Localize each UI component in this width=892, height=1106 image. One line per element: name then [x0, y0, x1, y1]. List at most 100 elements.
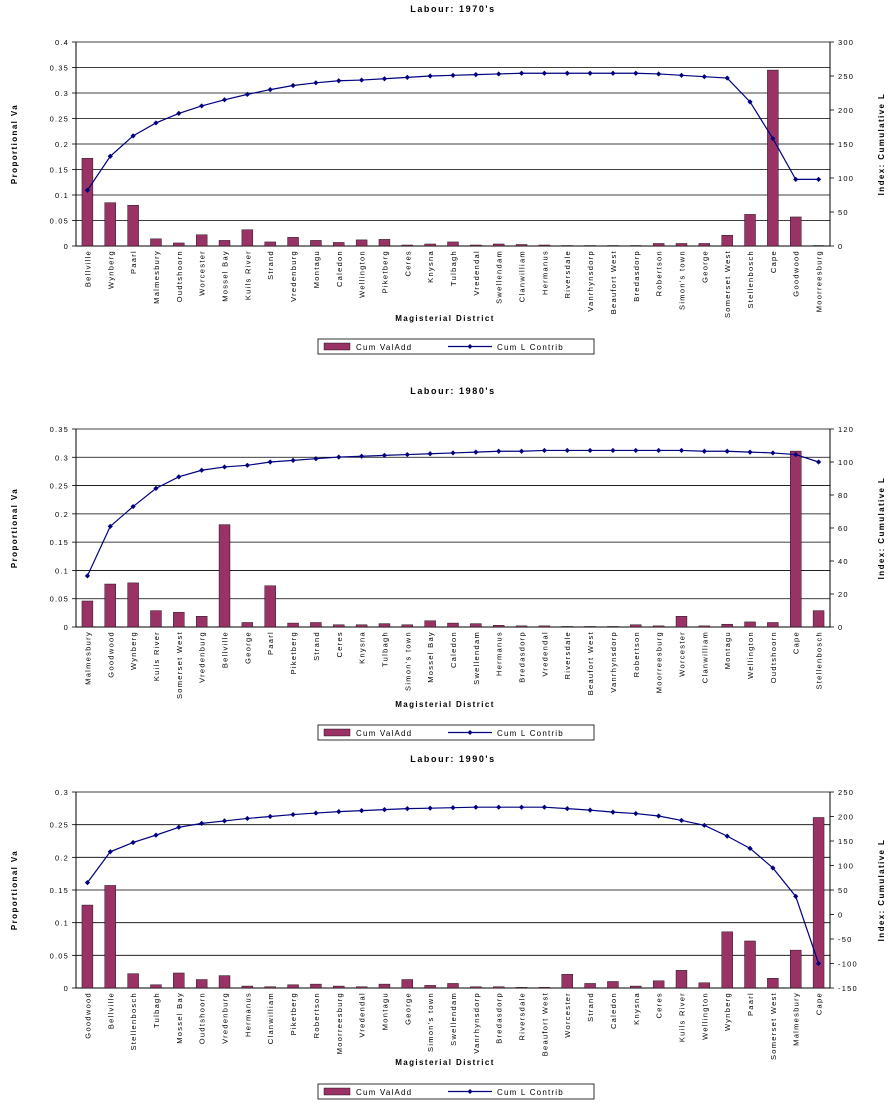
line-point — [130, 839, 136, 846]
x-tick-label: Oudtshoorn — [198, 992, 207, 1044]
x-tick-label: Kuils River — [152, 631, 161, 681]
line-point — [541, 70, 547, 76]
line-point — [450, 72, 456, 78]
line-point — [770, 450, 776, 456]
x-tick-label: Cape — [792, 631, 801, 654]
bar-worcester — [195, 234, 208, 247]
line-point — [587, 447, 593, 454]
bar-simon-s-town — [675, 243, 688, 247]
line-point — [427, 805, 433, 811]
line-point — [176, 824, 182, 830]
y-tick-label: 0 — [64, 984, 69, 993]
line-point — [244, 462, 250, 468]
x-tick-label: Riversdale — [563, 631, 572, 679]
line-point — [587, 70, 593, 76]
x-tick-label: Malmesbury — [792, 992, 801, 1046]
line-point — [313, 456, 319, 462]
bar-clanwilliam — [698, 625, 711, 628]
x-tick-label: Strand — [312, 631, 321, 661]
x-tick-label: Bredasdorp — [518, 631, 527, 683]
bar-hermanus — [493, 625, 505, 628]
bar-bellville — [81, 158, 94, 247]
x-tick-label: Tulbagh — [152, 992, 161, 1028]
bar-vredenburg — [287, 237, 299, 247]
x-tick-label: Hermanus — [243, 992, 252, 1037]
legend-marker — [467, 1089, 473, 1094]
series-line-cum-l-contrib — [86, 449, 819, 577]
x-tick-label: Ceres — [403, 250, 412, 277]
x-tick-label: Mossel Bay — [426, 631, 435, 683]
bar-vredenburg — [218, 975, 231, 989]
bar-beaufort-west — [538, 987, 551, 989]
line-point — [404, 451, 410, 458]
bar-oudtshoorn — [173, 242, 185, 247]
bar-strand — [310, 622, 322, 628]
x-tick-label: Mossel Bay — [221, 250, 230, 302]
y2-tick-label: 0 — [838, 623, 843, 632]
bar-montagu — [721, 623, 733, 628]
y2-tick-label: 100 — [838, 862, 854, 871]
y-axis-label: Proportional Va — [10, 850, 19, 930]
x-tick-label: Simon's town — [426, 992, 435, 1052]
line-point — [359, 453, 365, 459]
line-point — [793, 176, 799, 182]
y-axis-label: Proportional Va — [10, 488, 19, 568]
line-point — [176, 474, 182, 480]
x-tick-label: Montagu — [723, 631, 732, 669]
bar-tulbagh — [447, 241, 459, 247]
x-tick-label: Montagu — [380, 992, 389, 1030]
bar-bellville — [104, 885, 116, 989]
bar-kuils-river — [675, 970, 688, 989]
bar-knysna — [424, 243, 436, 247]
x-tick-label: Somerset West — [723, 250, 732, 318]
x-tick-label: Moorreesburg — [655, 631, 664, 693]
bar-beaufort-west — [584, 626, 596, 628]
bar-vredenburg — [195, 616, 208, 628]
line-point — [450, 805, 456, 811]
x-tick-label: Clanwilliam — [266, 992, 275, 1044]
bar-kuils-river — [241, 229, 254, 247]
bar-strand — [584, 983, 596, 989]
line-point — [153, 832, 159, 838]
line-point — [496, 448, 502, 454]
x-tick-label: Bellville — [83, 250, 92, 287]
x-tick-label: Vredendal — [358, 992, 367, 1038]
y-tick-label: 0.25 — [50, 482, 69, 491]
y2-tick-label: -100 — [838, 960, 858, 969]
line-point — [701, 74, 707, 80]
line-point — [473, 72, 479, 78]
line-point — [450, 450, 456, 456]
x-tick-label: Stellenbosch — [815, 631, 824, 690]
line-point — [267, 87, 273, 93]
line-point — [610, 70, 616, 76]
bar-kuils-river — [150, 610, 162, 628]
x-tick-label: Vanrhynsdorp — [609, 631, 618, 693]
y-tick-label: 0.05 — [50, 595, 69, 604]
x-tick-label: Wynberg — [129, 631, 138, 670]
y2-tick-label: 100 — [838, 174, 854, 183]
bar-mossel-bay — [173, 972, 185, 989]
x-tick-label: Knysna — [426, 250, 435, 283]
chart-1970s: Labour: 1970's 0 0.05 0.1 0.15 0.2 0.25 0.3 0.35… — [10, 4, 886, 355]
line-point — [678, 817, 685, 824]
x-tick-label: Caledon — [609, 992, 618, 1029]
line-point — [176, 110, 182, 116]
x-tick-label: Ceres — [655, 992, 664, 1019]
line-point — [815, 176, 822, 182]
x-tick-label: Wellington — [358, 250, 367, 298]
line-point — [587, 807, 593, 813]
bar-stellenbosch — [744, 214, 756, 247]
bar-caledon — [607, 981, 619, 989]
bar-vredendal — [470, 244, 482, 247]
x-tick-label: Tulbagh — [380, 631, 389, 667]
y2-axis-label: Index: Cumulative L — [877, 839, 886, 942]
y-tick-label: 0.3 — [55, 89, 69, 98]
x-tick-label: George — [700, 250, 709, 283]
bar-riversdale — [561, 245, 573, 247]
y2-tick-label: 120 — [838, 425, 854, 434]
y2-tick-label: 250 — [838, 72, 854, 81]
line-point — [290, 457, 296, 463]
line-point — [313, 80, 319, 86]
x-tick-label: Vredenburg — [289, 250, 298, 302]
x-tick-label: Ceres — [335, 631, 344, 658]
